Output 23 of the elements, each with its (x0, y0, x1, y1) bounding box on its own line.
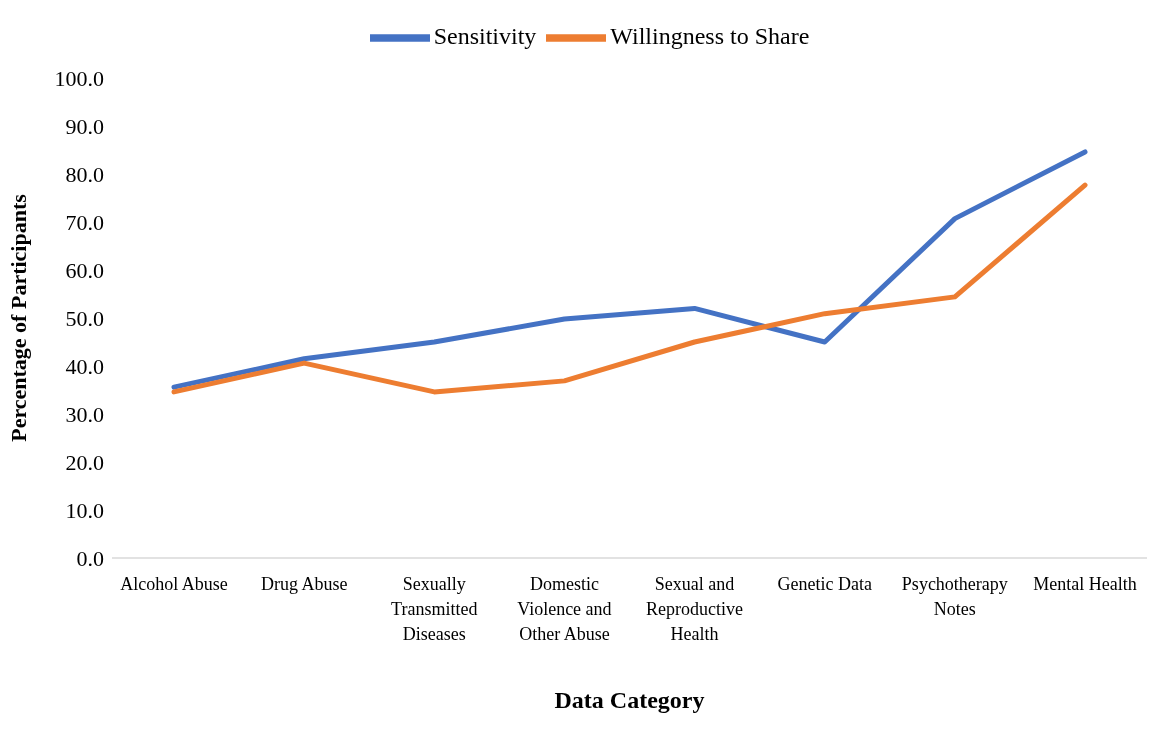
x-tick-label: Mental Health (1033, 574, 1137, 594)
y-tick-label: 60.0 (65, 257, 104, 283)
y-tick-label: 40.0 (65, 353, 104, 379)
x-axis-title: Data Category (554, 687, 705, 713)
x-tick-label: Drug Abuse (260, 574, 348, 594)
x-tick-label: Domestic Violence and Other Abuse (517, 574, 612, 644)
y-tick-label: 90.0 (65, 113, 104, 139)
y-tick-label: 100.0 (54, 65, 104, 91)
legend-label: Willingness to Share (610, 22, 810, 49)
x-tick-label: Psychotherapy Notes (901, 574, 1008, 619)
y-tick-label: 0.0 (76, 545, 104, 571)
x-tick-label: Genetic Data (777, 574, 872, 594)
legend-label: Sensitivity (433, 22, 537, 49)
y-tick-label: 70.0 (65, 209, 104, 235)
y-axis-title: Percentage of Participants (5, 193, 31, 442)
x-tick-label: Sexually Transmitted Diseases (391, 574, 478, 644)
x-tick-label: Sexual and Reproductive Health (646, 574, 744, 644)
y-tick-label: 80.0 (65, 161, 104, 187)
y-tick-label: 30.0 (65, 401, 104, 427)
y-tick-label: 20.0 (65, 449, 104, 475)
y-tick-label: 10.0 (65, 497, 104, 523)
y-tick-label: 50.0 (65, 305, 104, 331)
x-tick-label: Alcohol Abuse (120, 574, 228, 594)
